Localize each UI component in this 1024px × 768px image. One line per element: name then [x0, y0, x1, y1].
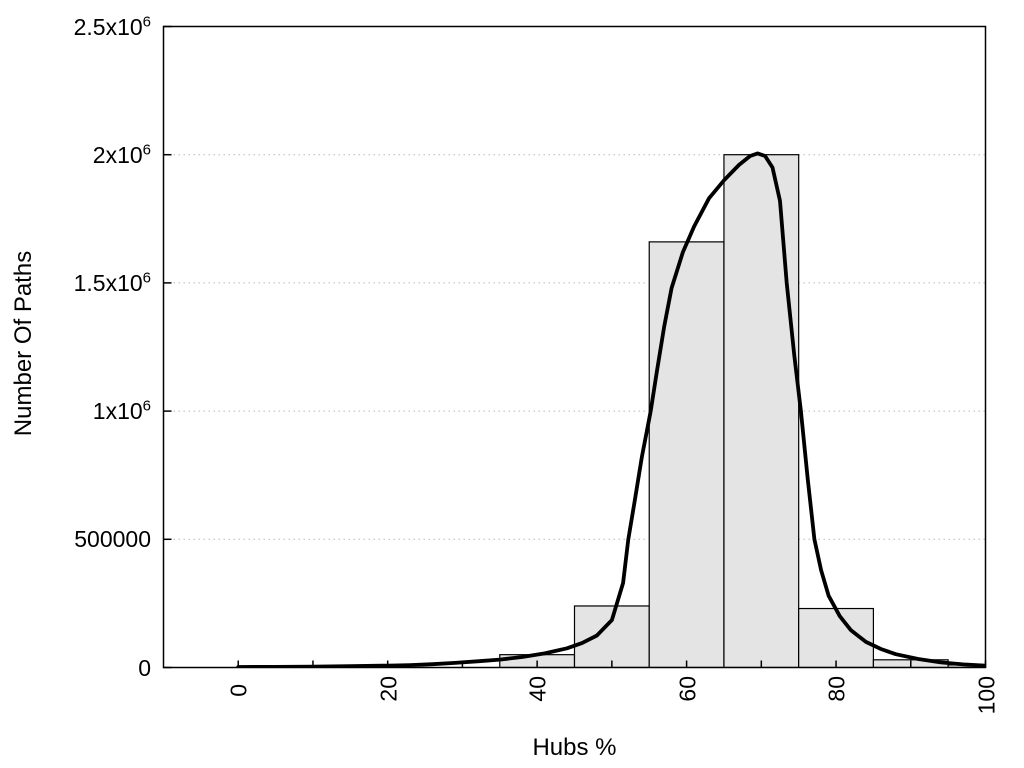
x-tick-label: 0 — [225, 684, 252, 697]
x-axis-title: Hubs % — [532, 734, 617, 761]
y-tick-label: 2.5x106 — [73, 12, 151, 40]
x-tick-label: 40 — [524, 676, 551, 702]
y-tick-label: 1.5x106 — [73, 269, 151, 296]
plot-border — [162, 25, 987, 669]
y-tick-label: 2x106 — [92, 141, 151, 168]
y-tick-exponent: 6 — [142, 141, 151, 159]
x-tick-label: 20 — [375, 676, 402, 702]
y-tick-exponent: 6 — [142, 269, 151, 287]
y-tick-exponent: 6 — [142, 397, 151, 415]
x-tick-label: 80 — [823, 676, 850, 702]
y-tick-label: 0 — [138, 654, 151, 681]
histogram-bar — [648, 241, 725, 668]
y-tick-label: 500000 — [74, 526, 151, 553]
distribution-curve — [236, 151, 986, 668]
x-tick-label: 60 — [674, 676, 701, 702]
y-tick-exponent: 6 — [142, 12, 151, 30]
histogram-bar — [723, 154, 800, 668]
x-tick-label: 100 — [973, 676, 999, 715]
y-tick-label: 1x106 — [92, 397, 151, 425]
